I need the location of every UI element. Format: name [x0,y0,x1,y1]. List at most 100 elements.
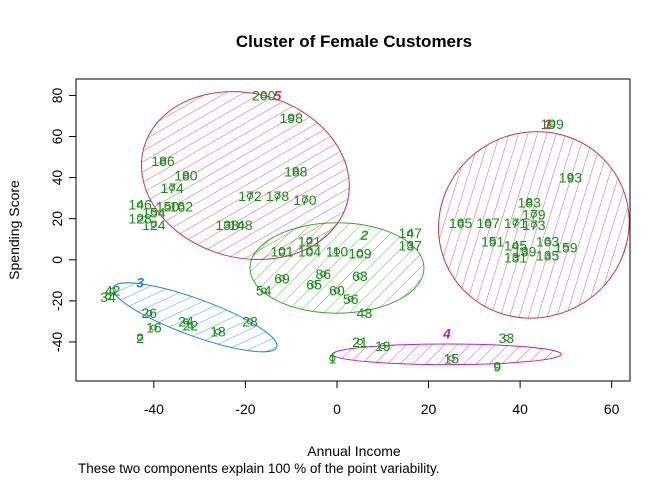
point-marker [489,238,496,245]
cluster-ellipse-4 [331,343,562,366]
point-marker [361,310,368,317]
point-marker [182,318,189,325]
point-marker [223,221,231,228]
point-marker [288,114,295,122]
y-tick-label: 60 [49,129,65,145]
point-label: 101 [270,244,294,260]
point-marker [544,252,551,259]
point-marker [109,287,116,294]
point-marker [333,287,341,294]
cluster-ellipse-3 [112,282,278,353]
point-label: 165 [449,215,473,231]
point-label: 200 [252,87,276,103]
point-label: 110 [326,244,349,260]
x-tick-label: 20 [421,401,437,417]
point-marker [159,158,167,165]
point-label: 171 [504,215,528,231]
point-label: 128 [128,211,152,227]
point-label: 178 [266,188,290,204]
point-marker [457,219,464,226]
point-label: 199 [540,116,564,132]
point-marker [136,215,144,222]
point-marker [104,293,112,300]
point-marker [530,221,537,228]
point-label: 1 [328,350,336,366]
point-label: 151 [481,233,505,249]
x-tick-label: -40 [144,401,164,417]
y-tick-label: -40 [49,332,65,352]
point-label: 33 [499,330,515,346]
point-label: 135 [536,248,560,264]
point-label: 174 [160,180,184,196]
point-label: 104 [298,244,322,260]
x-tick-label: 60 [604,401,620,417]
point-marker [187,322,194,329]
cluster-labels-layer: 1 2 3 4 5 [136,87,551,341]
point-marker [484,219,492,226]
point-marker [526,199,533,206]
cluster-number-label: 5 [274,87,282,103]
point-label: 16 [146,320,162,336]
point-label: 109 [348,246,372,262]
point-label: 24 [178,313,194,329]
point-label: 28 [242,313,258,329]
point-label: 18 [210,324,226,340]
point-label: 163 [536,233,560,249]
point-marker [544,238,551,245]
point-marker [136,201,144,208]
point-marker [512,242,519,249]
point-marker [306,238,313,245]
point-marker [567,174,574,181]
point-marker [407,242,414,249]
point-marker [246,193,254,200]
point-marker [448,355,455,362]
point-label: 167 [476,215,500,231]
point-label: 162 [170,198,194,214]
point-marker [379,342,386,350]
point-label: 180 [174,168,198,184]
x-axis: -40 -20 0 20 40 60 [144,380,620,417]
chart-title: Cluster of Female Customers [236,32,472,51]
point-marker [150,221,157,228]
point-label: 124 [142,217,166,233]
point-marker [150,209,157,216]
point-label: 34 [100,289,116,305]
point-marker [164,203,171,210]
x-tick-label: -20 [235,401,255,417]
point-label: 188 [284,163,308,179]
point-marker [512,254,519,261]
point-marker [347,295,354,302]
point-label: 86 [315,266,331,282]
point-label: 131 [504,250,528,266]
point-label: 54 [256,283,272,299]
point-label: 172 [238,188,262,204]
point-label: 170 [293,192,317,208]
point-marker [407,229,414,237]
point-label: 138 [215,217,239,233]
cluster-ellipse-1 [438,131,630,319]
point-marker [329,355,336,362]
point-label: 145 [504,237,528,253]
point-label: 146 [128,196,152,212]
point-marker [310,281,318,288]
point-marker [320,271,327,278]
point-label: 15 [444,350,460,366]
cluster-number-label: 2 [360,227,369,243]
point-marker [562,244,570,251]
point-marker [150,324,157,331]
point-label: 43 [357,305,373,321]
point-label: 22 [183,318,199,334]
point-marker [549,121,556,128]
cluster-number-label: 1 [544,116,552,132]
point-label: 198 [280,110,304,126]
point-marker [178,203,185,210]
point-label: 193 [559,170,583,186]
point-label: 121 [298,233,322,249]
point-marker [494,363,501,370]
x-tick-label: 40 [512,401,528,417]
x-axis-label: Annual Income [307,443,401,459]
point-marker [356,338,363,346]
x-tick-label: 0 [333,401,341,417]
